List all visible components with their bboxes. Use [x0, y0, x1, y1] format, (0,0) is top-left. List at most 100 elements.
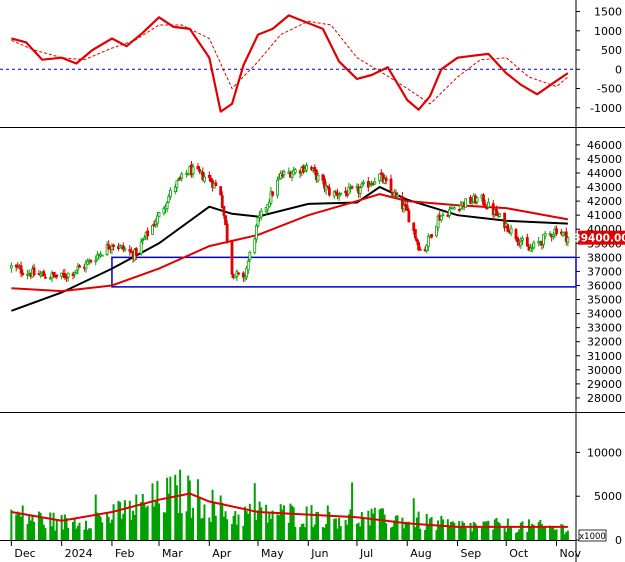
candle-body: [305, 165, 309, 171]
candle-body: [439, 215, 443, 221]
candle-body: [551, 234, 555, 237]
candle-body: [167, 196, 171, 203]
volume-bar: [158, 503, 161, 540]
volume-bar: [424, 529, 427, 540]
volume-bar: [97, 513, 100, 540]
volume-bar: [110, 519, 113, 540]
candle-body: [243, 276, 247, 279]
volume-bar: [289, 503, 292, 540]
candle-body: [412, 222, 416, 232]
macd-y-tick-label: -1000: [590, 102, 622, 115]
candle-body: [155, 215, 159, 224]
volume-bar: [435, 530, 438, 540]
volume-bar: [562, 525, 565, 540]
candle-body: [269, 191, 273, 204]
candle-body: [225, 223, 229, 242]
volume-bar: [430, 517, 433, 540]
macd-line: [11, 14, 569, 113]
volume-bar: [326, 505, 329, 540]
volume-bar: [406, 522, 409, 540]
volume-bar: [190, 517, 193, 540]
volume-bar: [188, 480, 191, 540]
volume-bar: [187, 475, 190, 540]
candle-body: [389, 178, 393, 191]
volume-bar: [76, 525, 79, 540]
volume-bar: [18, 513, 21, 540]
volume-bar: [351, 482, 354, 540]
volume-bar: [154, 501, 157, 540]
candle-body: [543, 233, 547, 237]
volume-bar: [200, 518, 203, 540]
candle-body: [246, 260, 250, 271]
candle-body: [180, 173, 184, 179]
candle-body: [86, 260, 90, 265]
candle-body: [201, 171, 205, 180]
volume-bar: [156, 480, 159, 540]
volume-bar: [209, 522, 212, 540]
candle-body: [425, 244, 429, 251]
volume-bar: [333, 518, 336, 540]
macd-y-tick-label: 1500: [594, 6, 622, 19]
volume-bar: [529, 526, 532, 540]
volume-bar: [291, 505, 294, 540]
price-y-tick-label: 46000: [587, 139, 622, 152]
candle-body: [448, 209, 451, 216]
candle-body: [105, 244, 109, 255]
volume-bar: [317, 511, 320, 540]
volume-bar: [552, 526, 555, 540]
volume-bar: [180, 513, 183, 540]
volume-bar: [428, 518, 431, 540]
candle-body: [532, 242, 536, 249]
volume-bar: [292, 507, 295, 540]
volume-bar: [146, 505, 149, 540]
candle-body: [566, 237, 570, 243]
volume-bar: [383, 514, 386, 540]
volume-bar: [101, 522, 104, 540]
volume-bar: [52, 512, 55, 540]
candle-body: [358, 187, 362, 194]
candle-body: [457, 208, 461, 211]
volume-bar: [484, 521, 487, 540]
volume-bar: [21, 505, 24, 540]
candle-body: [276, 179, 279, 196]
candle-body: [334, 191, 338, 194]
candle-body: [100, 254, 104, 257]
volume-ma-line: [11, 492, 568, 528]
last-price-tag: [578, 230, 625, 245]
volume-bar: [269, 519, 272, 540]
volume-bar: [203, 504, 206, 540]
candle-body: [452, 207, 456, 210]
candle-body: [506, 224, 510, 232]
candle-body: [157, 212, 161, 218]
volume-bar: [401, 517, 404, 540]
volume-bar: [278, 515, 281, 540]
candle-body: [446, 214, 450, 217]
candle-body: [143, 237, 146, 240]
volume-bar: [265, 504, 268, 540]
macd-y-tick-label: 1000: [594, 25, 622, 38]
volume-bar: [407, 521, 410, 540]
volume-bar: [437, 520, 440, 540]
volume-bar: [89, 528, 92, 540]
candle-body: [139, 241, 143, 254]
volume-bar: [211, 489, 214, 540]
volume-bar: [396, 515, 399, 540]
volume-bar: [86, 530, 89, 540]
candle-body: [400, 196, 404, 210]
volume-bar: [39, 512, 42, 540]
volume-bar: [247, 513, 250, 540]
volume-bar: [550, 526, 553, 540]
candle-body: [394, 192, 398, 197]
volume-bar: [526, 531, 529, 540]
candle-body: [254, 225, 258, 240]
candle-body: [177, 178, 180, 181]
volume-bar: [315, 512, 318, 540]
volume-bar: [497, 521, 500, 540]
candle-body: [561, 232, 565, 236]
volume-bar: [469, 523, 472, 540]
candle-body: [198, 169, 201, 172]
candle-body: [165, 202, 169, 209]
candle-body: [521, 238, 524, 241]
candle-body: [19, 265, 23, 274]
